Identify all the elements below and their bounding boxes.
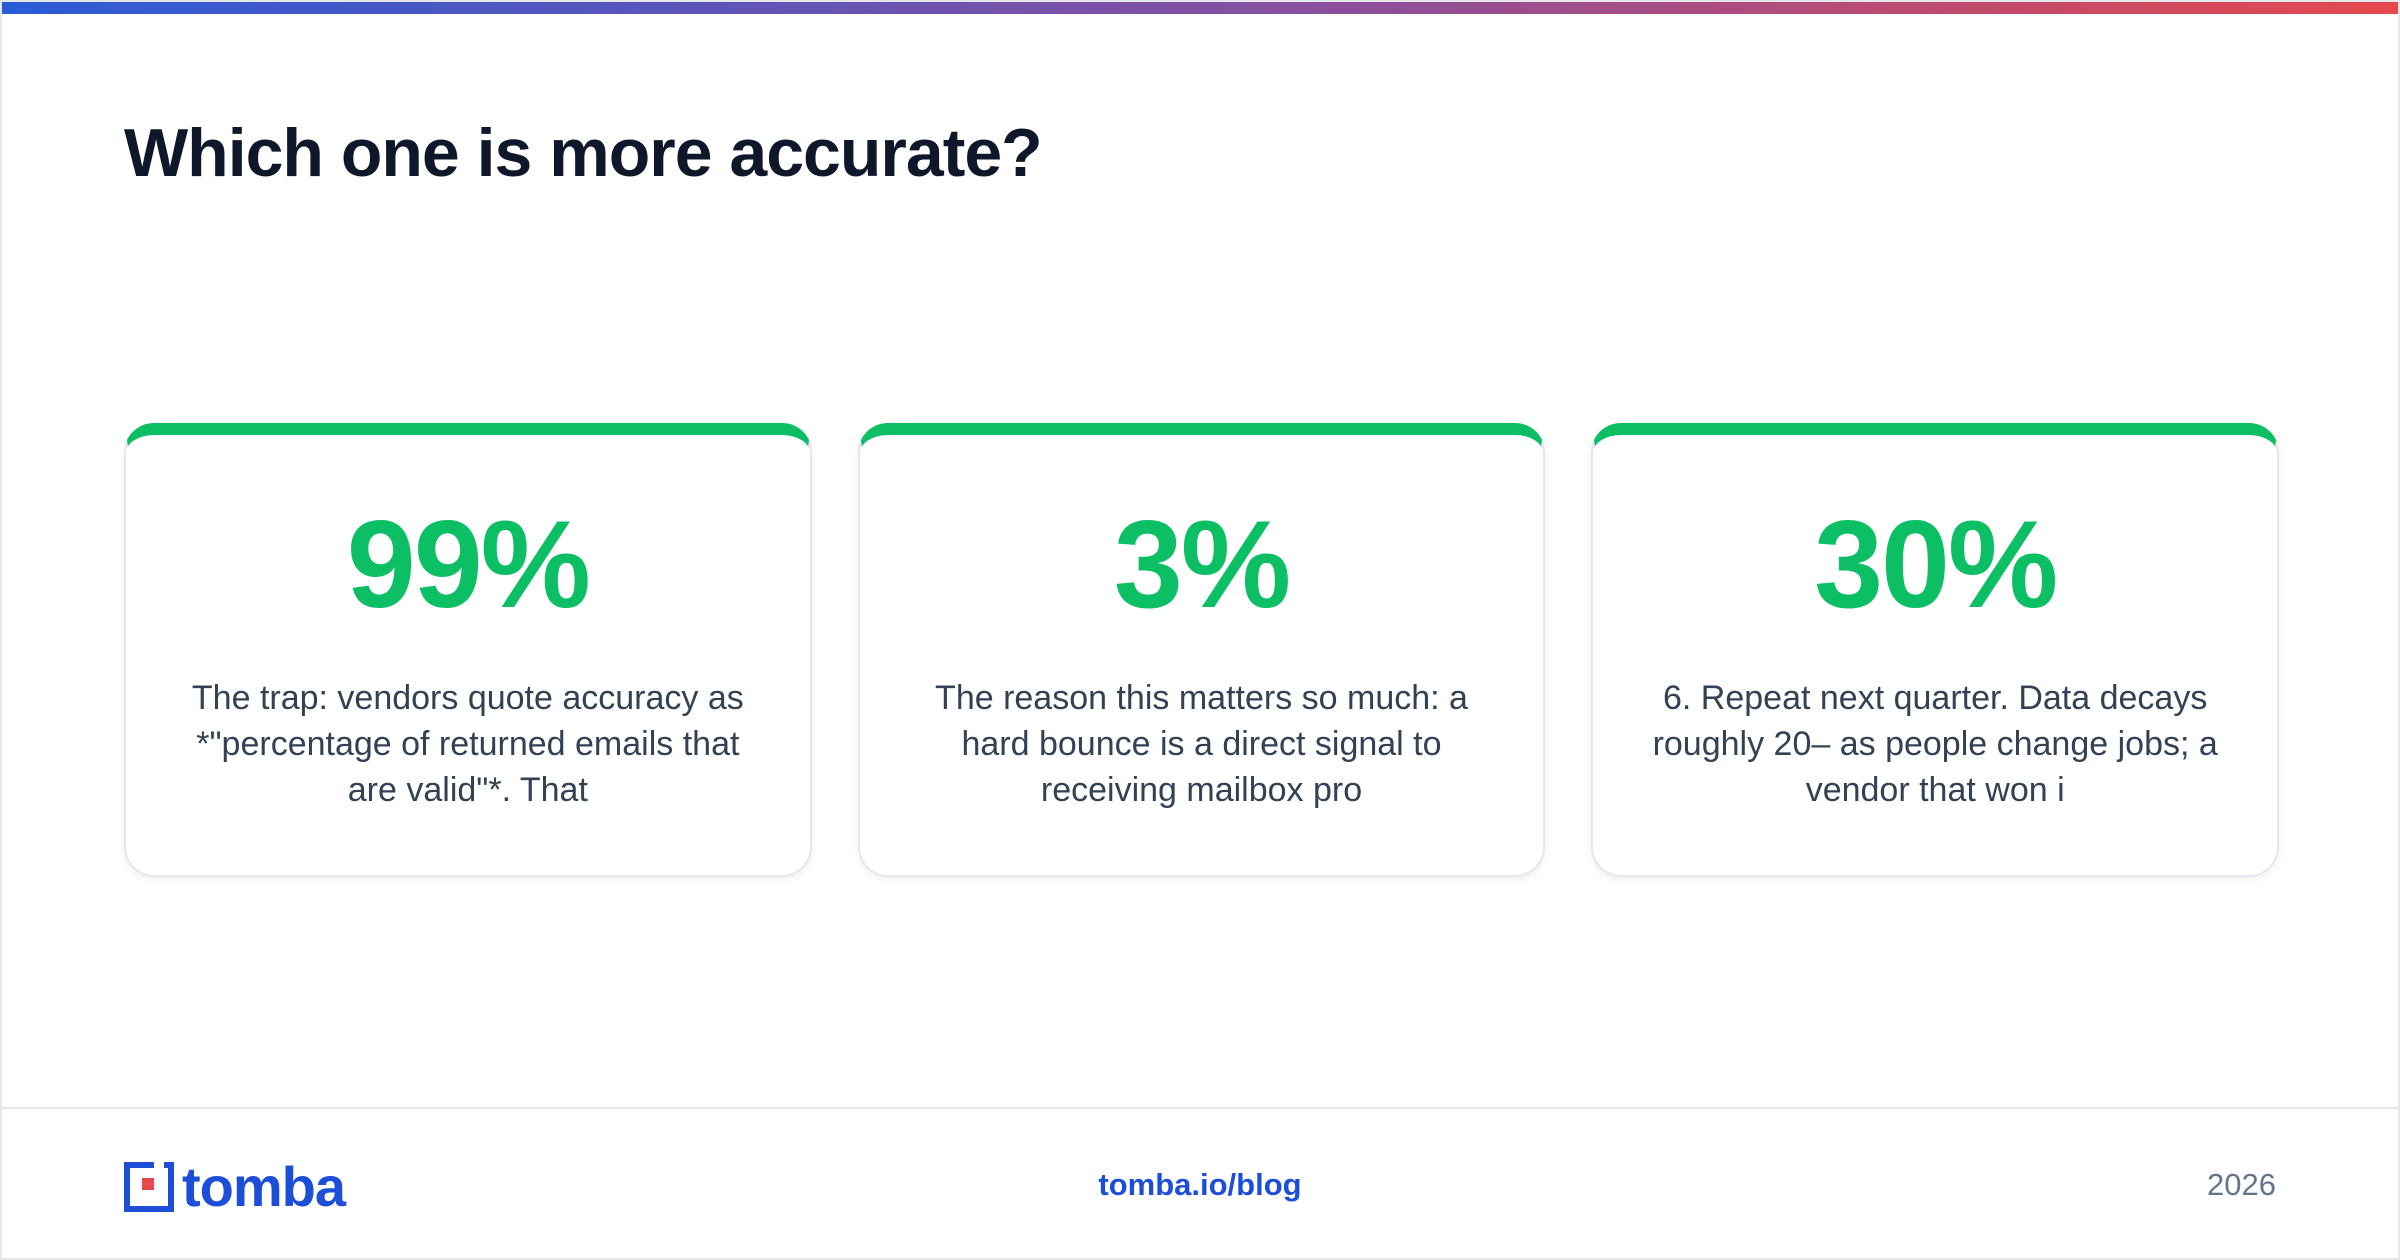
stat-card: 30% 6. Repeat next quarter. Data decays r… bbox=[1591, 423, 2280, 877]
footer-link[interactable]: tomba.io/blog bbox=[1098, 1167, 1302, 1202]
stat-description: 6. Repeat next quarter. Data decays roug… bbox=[1652, 679, 2218, 809]
logo[interactable]: tomba bbox=[124, 1155, 346, 1218]
accent-bar bbox=[2, 2, 2398, 14]
stat-card: 3% The reason this matters so much: a har… bbox=[857, 423, 1546, 877]
title: Which one is more accurate? bbox=[124, 115, 1043, 191]
footer: tomba tomba.io/blog 2026 bbox=[2, 1107, 2398, 1258]
stat-description: The reason this matters so much: a hard … bbox=[935, 679, 1468, 809]
stat-card: 99% The trap: vendors quote accuracy as *… bbox=[124, 423, 812, 877]
cards: 99% The trap: vendors quote accuracy as *… bbox=[124, 423, 2280, 877]
logo-icon bbox=[124, 1162, 174, 1212]
footer-year: 2026 bbox=[2207, 1167, 2276, 1202]
stat-description: The trap: vendors quote accuracy as *"pe… bbox=[191, 679, 744, 809]
logo-text: tomba bbox=[182, 1155, 346, 1218]
stat-value: 30% bbox=[1814, 496, 2058, 634]
stat-value: 3% bbox=[1113, 496, 1291, 634]
stat-value: 99% bbox=[346, 496, 591, 634]
